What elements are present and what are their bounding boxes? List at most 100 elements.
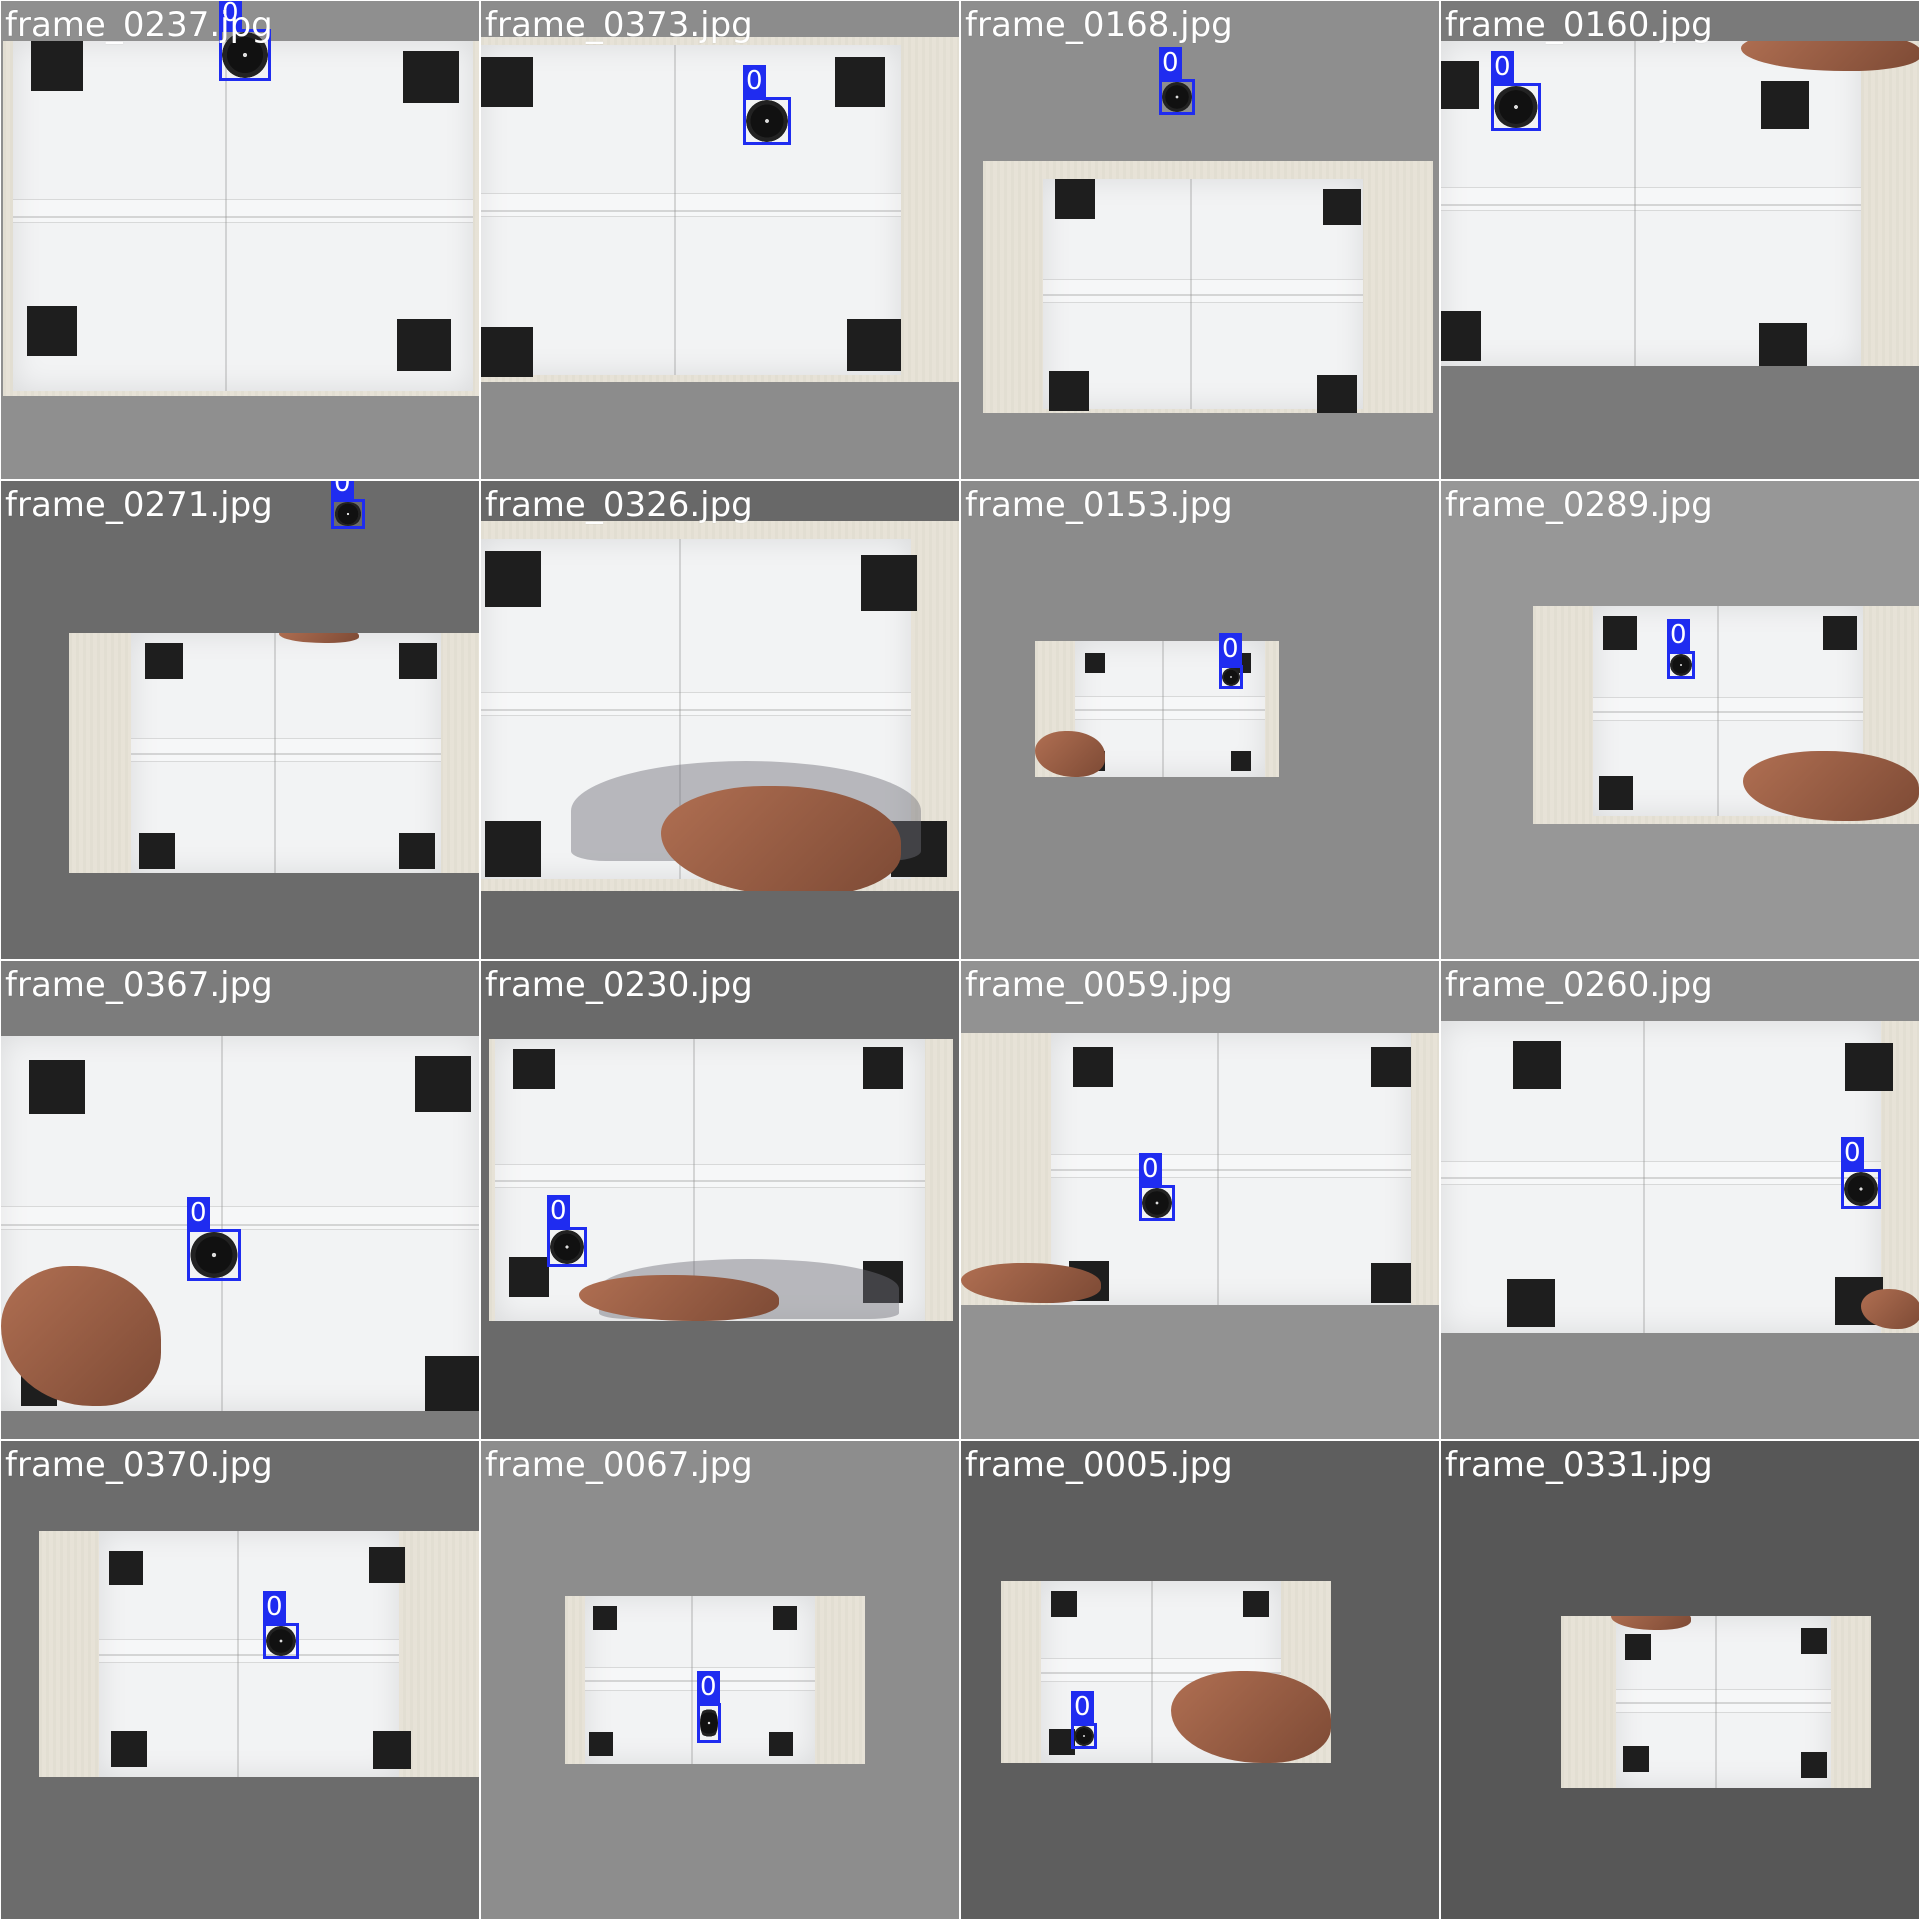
corner-marker: [397, 319, 451, 371]
paper-fold-horizontal: [1075, 709, 1265, 711]
image-tile: 0 frame_0153.jpg: [961, 481, 1439, 959]
bounding-box: [187, 1229, 241, 1281]
image-tile: frame_0331.jpg: [1441, 1441, 1919, 1919]
corner-marker: [861, 555, 917, 611]
paper-sheet: [1616, 1616, 1831, 1788]
corner-marker: [145, 643, 183, 679]
gear-object: [1844, 1172, 1878, 1206]
frame-photo: [3, 41, 479, 396]
corner-marker: [1323, 189, 1361, 225]
paper-fold-vertical: [693, 1039, 695, 1321]
frame-filename: frame_0160.jpg: [1445, 5, 1713, 45]
frame-photo: [1561, 1616, 1871, 1788]
corner-marker: [1073, 1047, 1113, 1087]
gear-object: [1162, 82, 1192, 112]
bounding-box: [1491, 83, 1541, 131]
paper-fold-vertical: [679, 539, 681, 879]
paper-sheet: [99, 1531, 399, 1777]
paper-fold-horizontal: [1051, 1169, 1411, 1171]
hand: [1611, 1616, 1691, 1630]
image-tile: 0 frame_0370.jpg: [1, 1441, 479, 1919]
paper-fold-horizontal: [1441, 204, 1861, 206]
corner-marker: [513, 1049, 555, 1089]
tape-strip: [13, 199, 473, 223]
paper-fold-vertical: [1162, 641, 1164, 777]
corner-marker: [481, 57, 533, 107]
hand: [1743, 751, 1919, 821]
hand: [1035, 731, 1105, 777]
corner-marker: [481, 327, 533, 377]
gear-object: [222, 32, 268, 78]
tape-strip: [1075, 696, 1265, 720]
hand: [661, 786, 901, 891]
bounding-box: [697, 1703, 721, 1743]
corner-marker: [399, 833, 435, 869]
bounding-box: [743, 97, 791, 145]
paper-sheet: [1593, 606, 1863, 816]
paper-fold-horizontal: [1, 1224, 479, 1226]
corner-marker: [1243, 1591, 1269, 1617]
paper-fold-horizontal: [131, 753, 441, 755]
class-label: 0: [263, 1591, 286, 1623]
paper-fold-vertical: [237, 1531, 239, 1777]
frame-filename: frame_0326.jpg: [485, 485, 753, 525]
tape-strip: [1616, 1689, 1831, 1713]
corner-marker: [1231, 751, 1251, 771]
frame-photo: [961, 1033, 1439, 1305]
corner-marker: [415, 1056, 471, 1112]
corner-marker: [863, 1047, 903, 1089]
paper-fold-horizontal: [481, 709, 911, 711]
frame-filename: frame_0367.jpg: [5, 965, 273, 1005]
corner-marker: [1759, 323, 1807, 366]
image-tile: 0 frame_0160.jpg: [1441, 1, 1919, 479]
corner-marker: [1371, 1047, 1411, 1087]
corner-marker: [399, 643, 437, 679]
frame-photo: [481, 521, 959, 891]
tape-strip: [1051, 1154, 1411, 1178]
corner-marker: [109, 1551, 143, 1585]
bounding-box: [331, 499, 365, 529]
corner-marker: [111, 1731, 147, 1767]
frame-photo: [1441, 1021, 1919, 1333]
corner-marker: [847, 319, 901, 371]
image-tile: frame_0326.jpg: [481, 481, 959, 959]
tape-strip: [131, 738, 441, 762]
gear-object: [1074, 1726, 1094, 1746]
bounding-box: [1667, 651, 1695, 679]
hand: [1171, 1671, 1331, 1763]
gear-object: [1494, 86, 1538, 128]
corner-marker: [593, 1606, 617, 1630]
frame-photo: [69, 633, 479, 873]
bounding-box: [1139, 1185, 1175, 1221]
paper-fold-vertical: [1643, 1021, 1645, 1333]
paper-fold-vertical: [1717, 606, 1719, 816]
corner-marker: [139, 833, 175, 869]
paper-fold-horizontal: [495, 1180, 925, 1182]
corner-marker: [1625, 1634, 1651, 1660]
bounding-box: [1071, 1723, 1097, 1749]
corner-marker: [1317, 375, 1357, 413]
class-label: 0: [187, 1197, 210, 1229]
frame-filename: frame_0370.jpg: [5, 1445, 273, 1485]
paper-fold-vertical: [274, 633, 276, 873]
corner-marker: [863, 1261, 903, 1303]
paper-fold-horizontal: [99, 1654, 399, 1656]
bounding-box: [1219, 665, 1243, 689]
frame-photo: [489, 1039, 953, 1321]
frame-filename: frame_0067.jpg: [485, 1445, 753, 1485]
gear-object: [550, 1230, 584, 1264]
frame-filename: frame_0271.jpg: [5, 485, 273, 525]
hand: [1, 1266, 161, 1406]
image-tile: 0 frame_0260.jpg: [1441, 961, 1919, 1439]
corner-marker: [373, 1731, 411, 1769]
paper-fold-horizontal: [1593, 711, 1863, 713]
corner-marker: [1441, 311, 1481, 361]
corner-marker: [1441, 61, 1479, 109]
corner-marker: [1801, 1628, 1827, 1654]
corner-marker: [1513, 1041, 1561, 1089]
paper-fold-vertical: [1151, 1581, 1153, 1763]
paper-fold-vertical: [1634, 41, 1636, 366]
corner-marker: [369, 1547, 405, 1583]
corner-marker: [485, 551, 541, 607]
frame-filename: frame_0005.jpg: [965, 1445, 1233, 1485]
